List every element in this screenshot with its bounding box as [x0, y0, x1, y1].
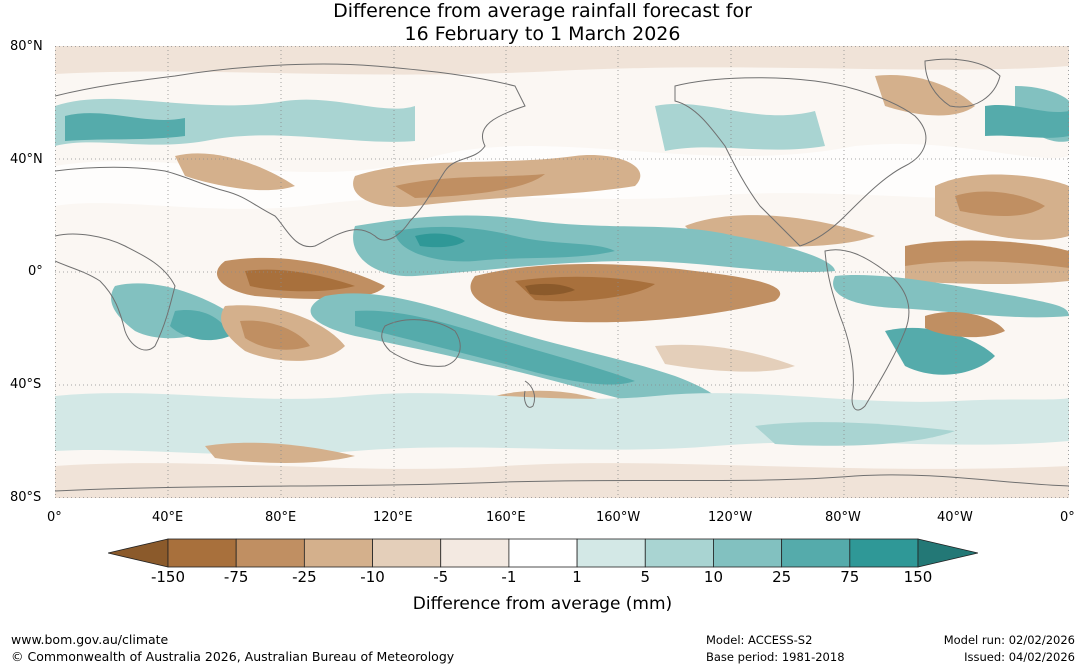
lat-label-40n: 40°N	[10, 152, 43, 167]
rainfall-anomaly-map	[55, 46, 1069, 498]
lon-label-120e: 120°E	[373, 510, 413, 525]
colorbar-segment	[508, 538, 578, 568]
lat-label-80s: 80°S	[10, 490, 42, 505]
colorbar-segment	[644, 538, 714, 568]
lon-label-80w: 80°W	[825, 510, 861, 525]
colorbar-segment	[440, 538, 510, 568]
colorbar-tick-label: 75	[840, 568, 860, 586]
coastlines	[55, 58, 1069, 492]
colorbar-tick-label: -75	[223, 568, 249, 586]
map-title: Difference from average rainfall forecas…	[0, 0, 1085, 46]
colorbar	[108, 538, 978, 568]
colorbar-title: Difference from average (mm)	[412, 594, 673, 614]
lon-label-120w: 120°W	[708, 510, 753, 525]
lon-label-40e: 40°E	[152, 510, 184, 525]
lon-label-0: 0°	[47, 510, 62, 525]
title-line-1: Difference from average rainfall forecas…	[333, 0, 752, 22]
colorbar-segment	[303, 538, 373, 568]
colorbar-segments	[108, 538, 978, 568]
footer-left: www.bom.gov.au/climate © Commonwealth of…	[11, 631, 454, 665]
colorbar-tick-label: 150	[903, 568, 933, 586]
colorbar-extend-low	[108, 538, 169, 568]
lat-label-80n: 80°N	[10, 39, 43, 54]
colorbar-tick-label: -10	[360, 568, 385, 586]
colorbar-segment	[372, 538, 442, 568]
footer-model-info: Model: ACCESS-S2 Base period: 1981-2018	[706, 632, 845, 666]
colorbar-tick-label: 5	[640, 568, 651, 586]
footer-model: Model: ACCESS-S2	[706, 633, 813, 647]
colorbar-segment	[167, 538, 237, 568]
colorbar-extend-high	[917, 538, 978, 568]
colorbar-tick-label: -5	[433, 568, 449, 586]
colorbar-segment	[781, 538, 851, 568]
colorbar-tick-label: -1	[501, 568, 517, 586]
anomaly-field	[55, 46, 1069, 498]
colorbar-tick-label: -150	[150, 568, 186, 586]
lat-label-40s: 40°S	[10, 377, 42, 392]
colorbar-tick-label: 1	[572, 568, 582, 586]
lon-label-160w: 160°W	[596, 510, 641, 525]
colorbar-tick-label: 25	[772, 568, 792, 586]
footer-model-run: Model run: 02/02/2026	[943, 633, 1075, 647]
colorbar-segment	[713, 538, 783, 568]
colorbar-segment	[849, 538, 919, 568]
colorbar-tick-label: -25	[292, 568, 317, 586]
lon-label-0-east: 0°	[1060, 510, 1075, 525]
footer-base-period: Base period: 1981-2018	[706, 650, 845, 664]
graticule	[55, 46, 1069, 498]
map-canvas	[55, 46, 1069, 498]
colorbar-segment	[576, 538, 646, 568]
footer-issued: Issued: 04/02/2026	[964, 650, 1075, 664]
lon-label-160e: 160°E	[486, 510, 526, 525]
colorbar-segment	[235, 538, 305, 568]
lon-label-40w: 40°W	[937, 510, 973, 525]
lon-label-80e: 80°E	[265, 510, 297, 525]
title-line-2: 16 February to 1 March 2026	[404, 23, 681, 45]
footer-copyright: © Commonwealth of Australia 2026, Austra…	[11, 649, 455, 664]
footer-url[interactable]: www.bom.gov.au/climate	[11, 632, 169, 647]
lat-label-0: 0°	[28, 264, 43, 279]
footer-dates: Model run: 02/02/2026 Issued: 04/02/2026	[944, 632, 1075, 666]
colorbar-tick-label: 10	[703, 568, 723, 586]
